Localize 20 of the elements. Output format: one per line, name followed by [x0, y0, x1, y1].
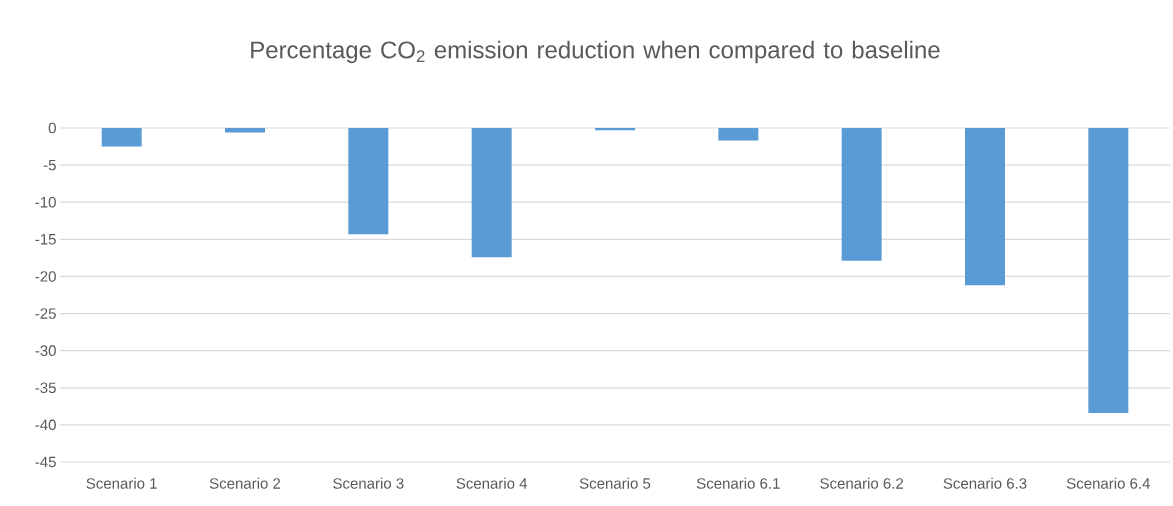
- x-tick-label: Scenario 5: [579, 477, 651, 489]
- y-tick-label: -35: [35, 382, 56, 394]
- chart-title: Percentage CO$_{2}$ emission reduction when compared to baseline: [251, 40, 940, 64]
- y-tick-label: -25: [35, 308, 56, 319]
- x-tick-label: Scenario 1: [86, 477, 157, 489]
- y-tick-label: -45: [35, 456, 56, 468]
- x-tick-label: Scenario 2: [209, 477, 281, 489]
- y-tick-label: 0: [48, 122, 56, 134]
- y-tick-label: -15: [35, 234, 56, 245]
- y-tick-label: -5: [43, 159, 56, 171]
- x-tick-label: Scenario 6.4: [1066, 477, 1150, 489]
- y-tick-label: -10: [35, 196, 56, 208]
- x-tick-label: Scenario 6.3: [943, 477, 1027, 489]
- x-tick-label: Scenario 6.1: [696, 477, 780, 489]
- y-tick-label: -30: [35, 345, 56, 356]
- x-tick-label: Scenario 3: [333, 477, 404, 489]
- x-tick-label: Scenario 4: [456, 477, 528, 489]
- y-tick-label: -40: [35, 419, 56, 431]
- x-tick-label: Scenario 6.2: [820, 477, 904, 489]
- y-tick-label: -20: [35, 271, 56, 282]
